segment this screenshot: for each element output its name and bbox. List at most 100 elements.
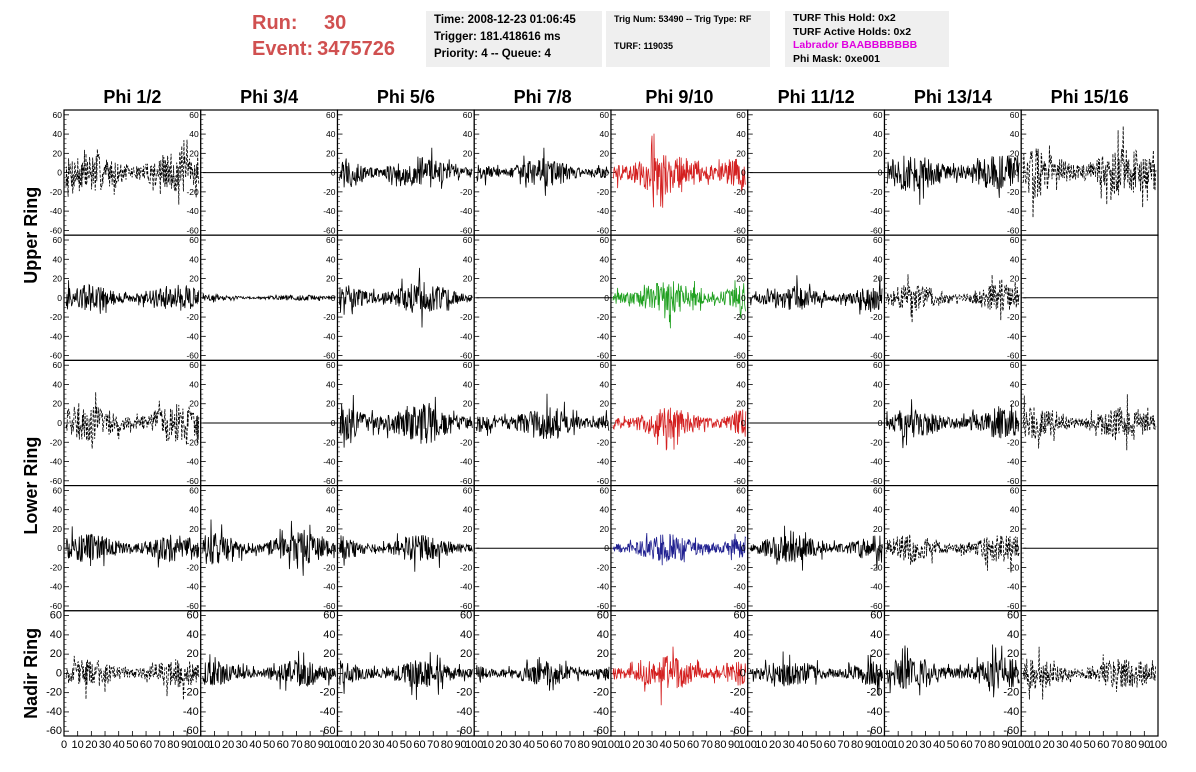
- y-tick-label: -20: [50, 437, 63, 447]
- y-tick-label: 0: [878, 543, 883, 553]
- x-tick-label: 50: [947, 739, 959, 751]
- y-tick-label: -40: [597, 457, 610, 467]
- x-tick-label: 90: [591, 739, 603, 751]
- y-tick-label: 40: [326, 254, 336, 264]
- y-tick-label: 40: [326, 379, 336, 389]
- waveform-panel: -60 -40 -20 0 20 40 60: [730, 610, 886, 737]
- y-tick-label: -60: [323, 351, 336, 361]
- y-tick-label: 0: [468, 543, 473, 553]
- y-tick-label: 20: [326, 524, 336, 534]
- y-tick-label: -40: [323, 206, 336, 216]
- y-tick-label: 20: [189, 399, 199, 409]
- y-tick-label: 60: [50, 610, 62, 622]
- x-tick-label: 0: [61, 739, 67, 751]
- y-tick-label: -20: [186, 187, 199, 197]
- x-tick-label: 40: [249, 739, 261, 751]
- y-tick-label: 60: [734, 610, 746, 622]
- waveform-trace: [612, 646, 747, 706]
- y-tick-label: 0: [604, 418, 609, 428]
- waveform-trace: [612, 280, 747, 329]
- y-tick-label: -20: [1007, 437, 1020, 447]
- y-tick-label: 60: [870, 610, 882, 622]
- y-tick-label: -40: [597, 206, 610, 216]
- y-tick-label: 60: [873, 110, 883, 120]
- waveform-panel: -60 -40 -20 0 20 40 60: [50, 234, 202, 361]
- y-tick-label: 0: [468, 293, 473, 303]
- y-tick-label: 40: [600, 505, 610, 515]
- y-tick-label: 20: [1010, 274, 1020, 284]
- y-tick-label: -40: [50, 206, 63, 216]
- y-tick-label: -20: [1007, 562, 1020, 572]
- waveform-panel: -60 -40 -20 0 20 40 60: [186, 359, 339, 487]
- y-tick-label: -40: [593, 706, 609, 718]
- x-tick-label: 60: [140, 739, 152, 751]
- y-tick-label: 40: [53, 505, 63, 515]
- y-tick-label: 0: [603, 667, 609, 679]
- y-tick-label: 40: [323, 629, 335, 641]
- column-title: Phi 3/4: [240, 87, 298, 107]
- waveform-panel: -60 -40 -20 0 20 40 60: [456, 610, 612, 737]
- panel-frame: [883, 109, 1022, 236]
- y-tick-label: 60: [1010, 360, 1020, 370]
- y-tick-label: 40: [600, 129, 610, 139]
- y-tick-label: 60: [600, 360, 610, 370]
- y-tick-label: 20: [597, 648, 609, 660]
- y-tick-label: 60: [53, 360, 63, 370]
- y-tick-label: 40: [1010, 505, 1020, 515]
- y-tick-label: 40: [873, 379, 883, 389]
- y-tick-label: -40: [183, 706, 199, 718]
- x-tick-label: 100: [328, 739, 346, 751]
- y-tick-label: 40: [463, 129, 473, 139]
- x-tick-label: 70: [1111, 739, 1123, 751]
- waveform-panel: -60 -40 -20 0 20 40 60: [460, 485, 612, 612]
- x-tick-label: 30: [1056, 739, 1068, 751]
- y-tick-label: 0: [878, 293, 883, 303]
- y-tick-label: 20: [600, 524, 610, 534]
- x-tick-label: 80: [167, 739, 179, 751]
- y-tick-label: 60: [873, 360, 883, 370]
- y-tick-label: -60: [50, 476, 63, 486]
- waveform-trace: [749, 525, 883, 571]
- column-title: Phi 15/16: [1051, 87, 1129, 107]
- waveform-trace: [65, 526, 200, 568]
- y-tick-label: 20: [326, 399, 336, 409]
- y-tick-label: 40: [600, 379, 610, 389]
- y-tick-label: 20: [736, 524, 746, 534]
- y-tick-label: -60: [320, 725, 336, 737]
- waveform-panel: -60 -40 -20 0 20 40 60: [1007, 359, 1159, 487]
- waveform-panel: -60 -40 -20 0 20 40 60: [323, 234, 475, 361]
- x-tick-label: 60: [277, 739, 289, 751]
- waveform-panels: -60-40-200204060-60-40-200204060-60-40-2…: [46, 109, 1159, 737]
- y-tick-label: 40: [189, 505, 199, 515]
- y-tick-label: 40: [463, 379, 473, 389]
- y-tick-label: 40: [736, 129, 746, 139]
- y-tick-label: 40: [1010, 254, 1020, 264]
- y-tick-label: 40: [53, 129, 63, 139]
- y-tick-label: 20: [189, 524, 199, 534]
- y-tick-label: 60: [463, 360, 473, 370]
- y-tick-label: -20: [50, 562, 63, 572]
- x-tick-label: 40: [796, 739, 808, 751]
- x-tick-label: 50: [263, 739, 275, 751]
- waveform-panel: -60 -40 -20 0 20 40 60: [460, 234, 612, 361]
- y-tick-label: 0: [740, 667, 746, 679]
- y-tick-label: 20: [1010, 399, 1020, 409]
- waveform-panel: -60 -40 -20 0 20 40 60: [733, 234, 886, 361]
- y-tick-label: 0: [56, 667, 62, 679]
- waveform-trace: [475, 393, 610, 439]
- y-tick-label: 40: [460, 629, 472, 641]
- waveform-panel: -60 -40 -20 0 20 40 60: [597, 234, 749, 361]
- x-tick-label: 20: [222, 739, 234, 751]
- y-tick-label: -20: [186, 562, 199, 572]
- x-tick-label: 40: [1070, 739, 1082, 751]
- x-tick-label: 100: [1149, 739, 1167, 751]
- waveform-panel: -60 -40 -20 0 20 40 60: [597, 109, 749, 236]
- y-tick-label: 0: [878, 418, 883, 428]
- x-tick-label: 30: [372, 739, 384, 751]
- y-tick-label: -60: [870, 351, 883, 361]
- x-tick-label: 60: [960, 739, 972, 751]
- waveform-panel: -60 -40 -20 0 20 40 60: [320, 610, 475, 737]
- waveform-panel: -60 -40 -20 0 20 40 60: [597, 359, 749, 487]
- y-tick-label: 0: [741, 168, 746, 178]
